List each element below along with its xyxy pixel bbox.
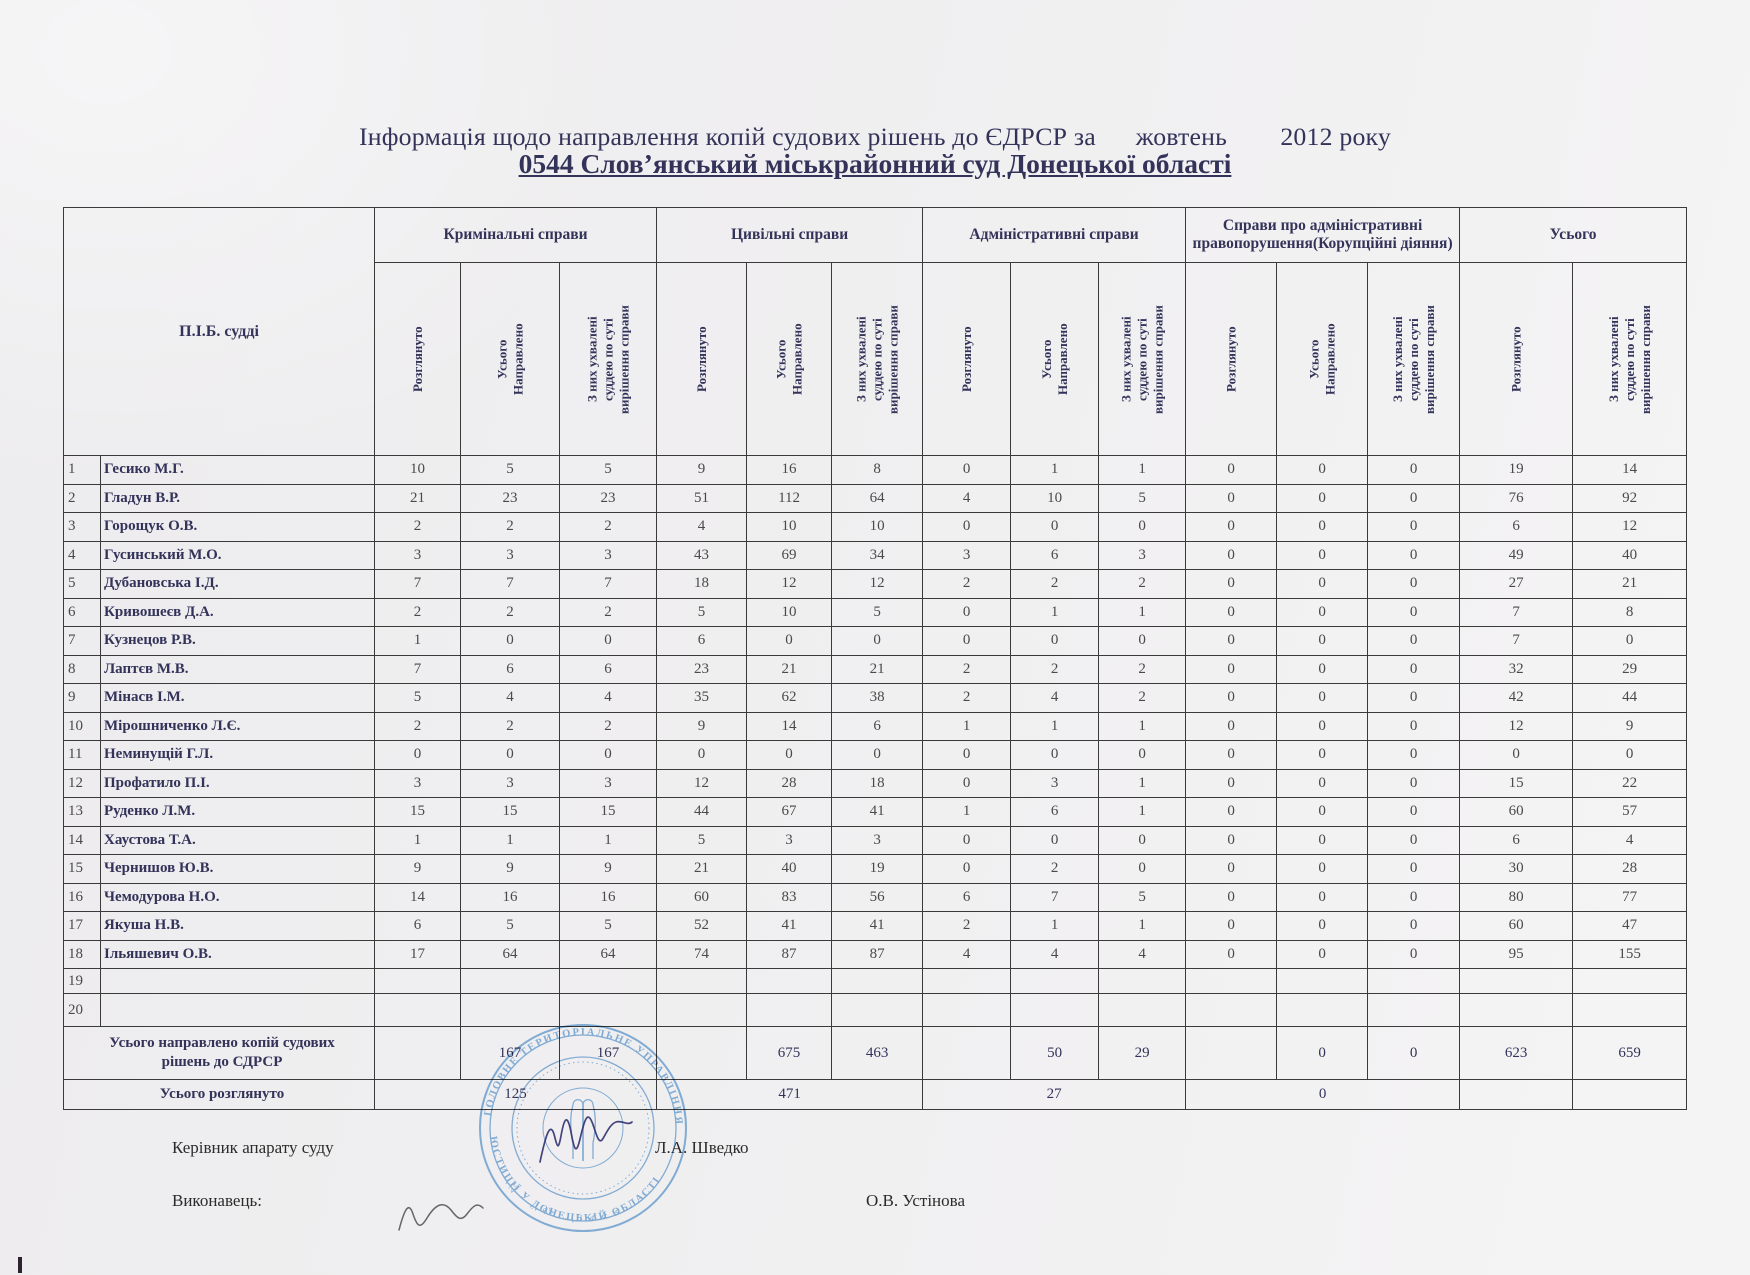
svg-text:05: 05 [543, 1206, 554, 1216]
